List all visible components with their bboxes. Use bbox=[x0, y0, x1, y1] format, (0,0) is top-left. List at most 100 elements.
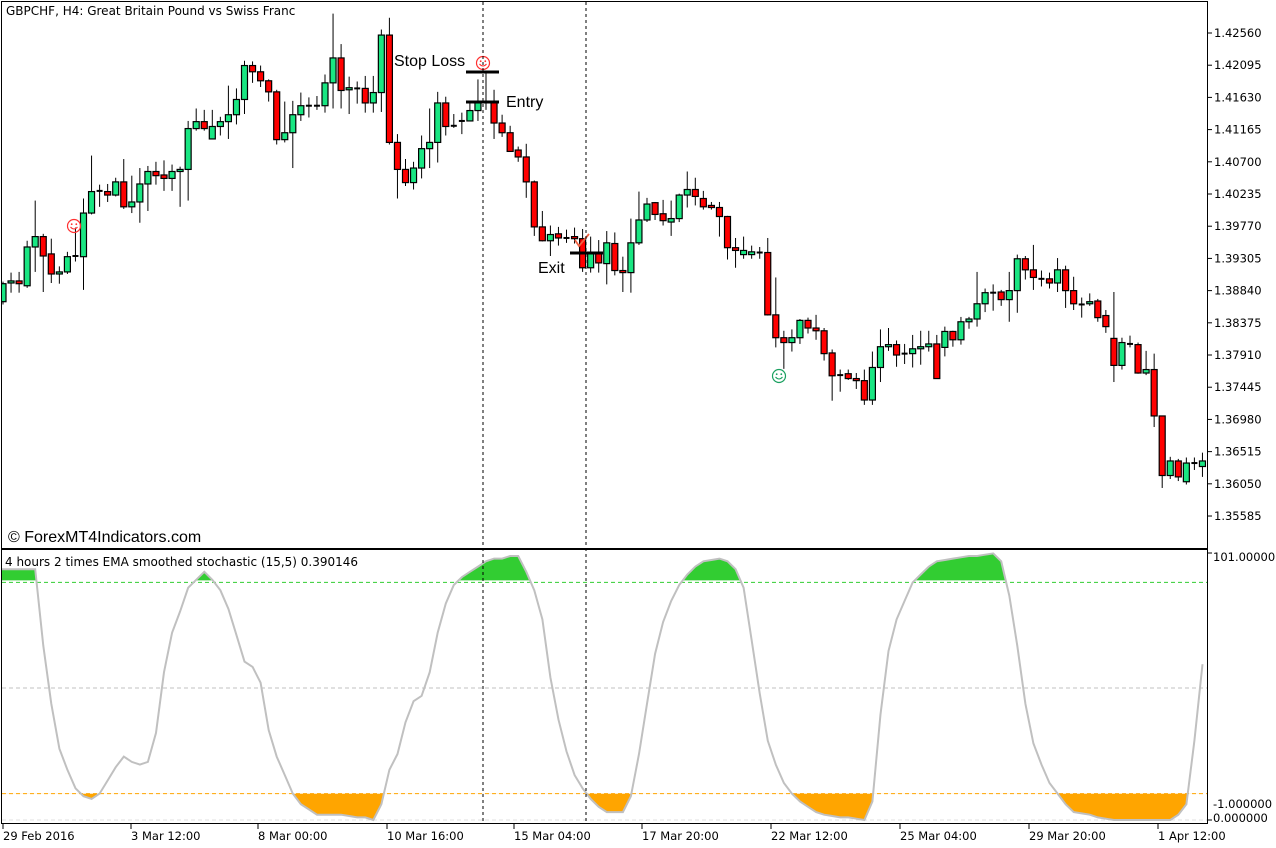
stop-loss-annotation[interactable]: Stop Loss bbox=[394, 53, 499, 74]
candle-body bbox=[200, 121, 208, 130]
candle-body bbox=[1086, 301, 1094, 305]
candle-body bbox=[965, 318, 973, 323]
candle-body bbox=[723, 215, 732, 249]
candle-body bbox=[377, 34, 385, 94]
candle-body bbox=[1013, 258, 1021, 292]
candle-body bbox=[635, 219, 643, 244]
candle bbox=[313, 96, 320, 110]
candle bbox=[120, 159, 128, 209]
candle-body bbox=[120, 181, 128, 208]
exit-annotation[interactable]: Exit bbox=[538, 251, 603, 277]
candle-body bbox=[329, 57, 337, 84]
candle bbox=[643, 197, 651, 223]
candle-body bbox=[281, 132, 289, 141]
candle-body bbox=[434, 102, 442, 144]
indicator-pane[interactable] bbox=[1, 549, 1208, 824]
candle-body bbox=[892, 344, 901, 356]
candle-body bbox=[812, 327, 820, 332]
candle bbox=[667, 200, 675, 236]
candle bbox=[224, 85, 232, 139]
candle-body bbox=[852, 377, 860, 382]
candle bbox=[1134, 342, 1142, 374]
candle bbox=[731, 237, 740, 268]
candle bbox=[63, 251, 72, 274]
candle bbox=[884, 328, 893, 351]
candle bbox=[554, 226, 563, 246]
candle bbox=[522, 143, 530, 198]
candle-body bbox=[764, 251, 772, 316]
candle bbox=[426, 108, 434, 169]
candle bbox=[31, 200, 39, 272]
candle-body bbox=[981, 292, 989, 305]
candle bbox=[418, 135, 426, 179]
candle bbox=[257, 65, 265, 88]
candle-body bbox=[1158, 415, 1166, 477]
candle bbox=[876, 329, 885, 383]
candle bbox=[1013, 254, 1021, 313]
candle bbox=[200, 109, 208, 131]
candle-body bbox=[55, 271, 63, 275]
candle-body bbox=[265, 80, 273, 93]
price-tick-label: 1.41165 bbox=[1214, 123, 1262, 137]
candle-body bbox=[860, 380, 868, 401]
candle-body bbox=[619, 269, 627, 274]
candle-body bbox=[780, 337, 788, 344]
candle bbox=[15, 271, 23, 293]
candle-body bbox=[522, 156, 530, 183]
candle-body bbox=[224, 114, 232, 123]
candle-body bbox=[128, 201, 136, 208]
entry-label: Entry bbox=[506, 94, 543, 111]
candle-body bbox=[466, 109, 474, 122]
candle-body bbox=[2, 283, 7, 303]
candle-body bbox=[1166, 460, 1174, 477]
candle bbox=[96, 184, 103, 207]
time-tick-label: 8 Mar 00:00 bbox=[258, 829, 327, 843]
candle bbox=[981, 288, 989, 313]
candle bbox=[546, 225, 555, 256]
candle bbox=[707, 201, 716, 210]
price-pane[interactable] bbox=[1, 1, 1208, 549]
overbought-fill bbox=[2, 553, 1006, 581]
time-tick-label: 17 Mar 20:00 bbox=[642, 829, 719, 843]
price-tick-label: 1.42095 bbox=[1214, 58, 1262, 72]
candle-body bbox=[369, 91, 377, 104]
candle-body bbox=[426, 141, 434, 150]
smiley-icon bbox=[771, 368, 787, 384]
candle bbox=[973, 271, 981, 327]
candle bbox=[828, 349, 836, 401]
candle bbox=[297, 92, 305, 121]
candle-body bbox=[1070, 290, 1078, 305]
candle-body bbox=[667, 217, 675, 223]
entry-annotation[interactable]: Entry bbox=[466, 94, 543, 111]
candle bbox=[337, 44, 345, 109]
candle bbox=[530, 180, 538, 236]
candle bbox=[498, 114, 506, 137]
candle bbox=[780, 330, 788, 369]
candle-body bbox=[1150, 368, 1158, 417]
time-tick-label: 22 Mar 12:00 bbox=[771, 829, 848, 843]
candle-body bbox=[289, 114, 297, 134]
candle-body bbox=[917, 346, 925, 350]
candle-body bbox=[1045, 278, 1054, 284]
indicator-title: 4 hours 2 times EMA smoothed stochastic … bbox=[5, 555, 358, 569]
candle bbox=[699, 190, 707, 210]
candle bbox=[1094, 298, 1102, 322]
candle bbox=[812, 314, 820, 340]
candle bbox=[184, 120, 192, 201]
candle bbox=[675, 193, 683, 223]
price-tick-label: 1.35585 bbox=[1214, 509, 1262, 523]
candle-body bbox=[297, 105, 305, 116]
candle bbox=[868, 351, 877, 405]
candle-body bbox=[248, 64, 257, 73]
candle bbox=[354, 81, 361, 104]
candle-body bbox=[1182, 462, 1190, 483]
indicator-tick-max: 101.000000 bbox=[1213, 550, 1276, 564]
candle bbox=[860, 369, 868, 405]
watermark: © ForexMT4Indicators.com bbox=[8, 529, 201, 546]
candle bbox=[965, 316, 973, 329]
candle-body bbox=[796, 319, 804, 339]
candle bbox=[1198, 452, 1207, 477]
candle-body bbox=[731, 247, 740, 252]
candle-body bbox=[176, 168, 184, 173]
